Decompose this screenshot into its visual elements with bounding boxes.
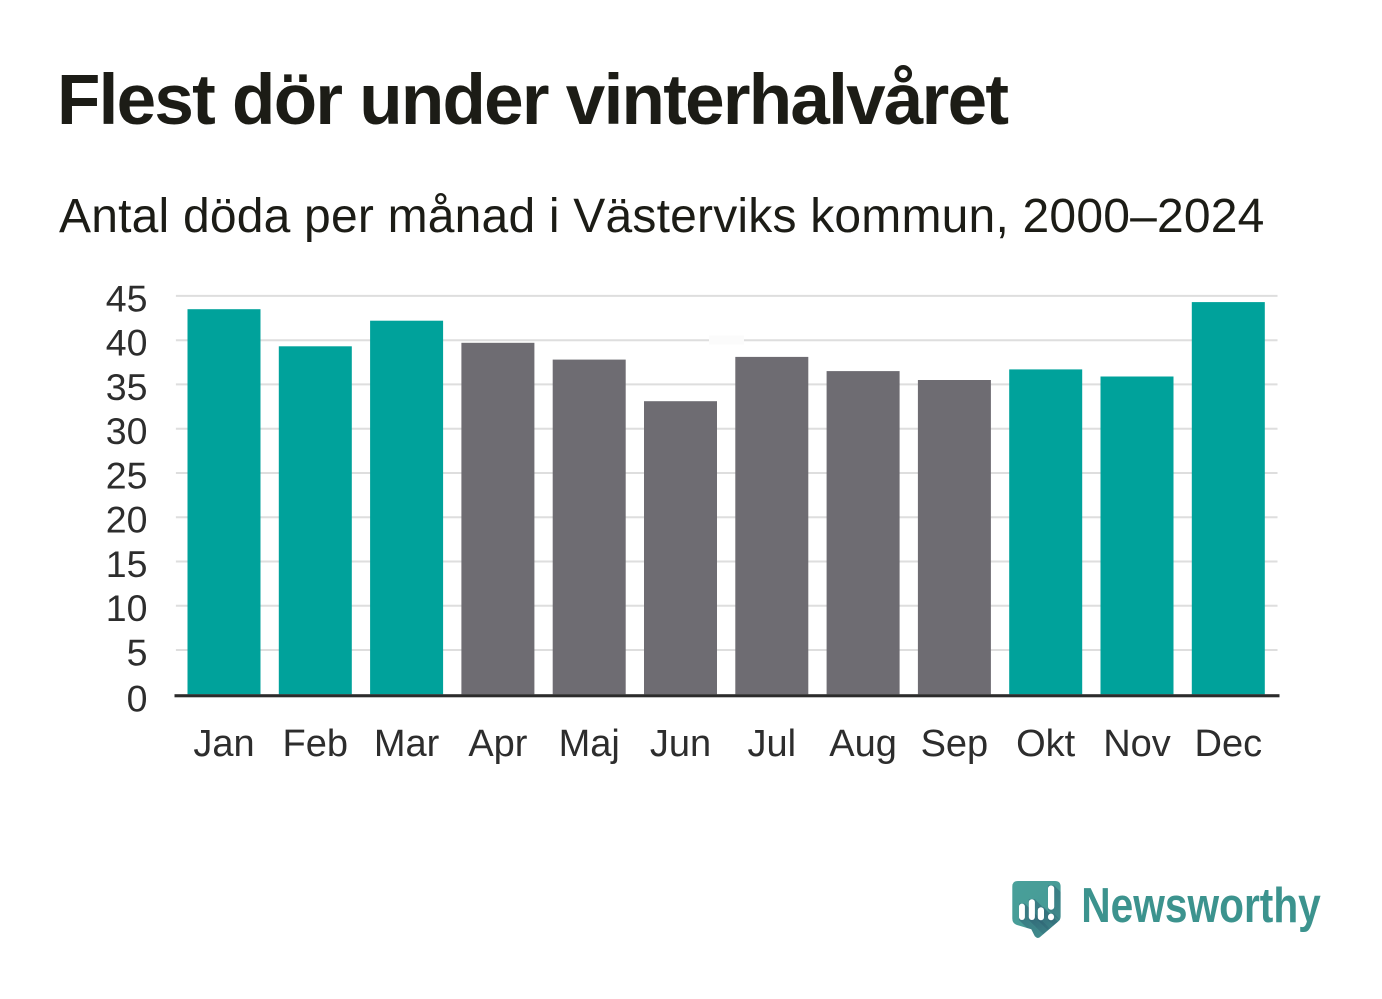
svg-text:Newsworthy: Newsworthy	[1081, 877, 1320, 932]
svg-text:20: 20	[106, 499, 148, 541]
svg-text:Maj: Maj	[559, 723, 620, 765]
svg-text:Dec: Dec	[1195, 723, 1263, 765]
svg-text:Mar: Mar	[374, 723, 440, 765]
svg-text:Sep: Sep	[921, 723, 989, 765]
svg-text:Aug: Aug	[829, 723, 897, 765]
svg-text:Jan: Jan	[193, 723, 254, 765]
svg-text:Apr: Apr	[468, 723, 527, 765]
svg-text:Nov: Nov	[1103, 723, 1171, 765]
svg-text:Jul: Jul	[748, 723, 797, 765]
svg-text:25: 25	[106, 454, 148, 496]
svg-text:10: 10	[106, 587, 148, 629]
svg-text:Okt: Okt	[1016, 723, 1076, 765]
svg-text:15: 15	[106, 543, 148, 585]
svg-text:30: 30	[106, 410, 148, 452]
svg-text:Jun: Jun	[650, 723, 711, 765]
svg-text:0: 0	[127, 677, 148, 719]
svg-text:35: 35	[106, 366, 148, 408]
svg-text:Feb: Feb	[283, 723, 348, 765]
svg-text:45: 45	[106, 277, 148, 319]
svg-text:40: 40	[106, 322, 148, 364]
svg-text:5: 5	[127, 631, 148, 673]
